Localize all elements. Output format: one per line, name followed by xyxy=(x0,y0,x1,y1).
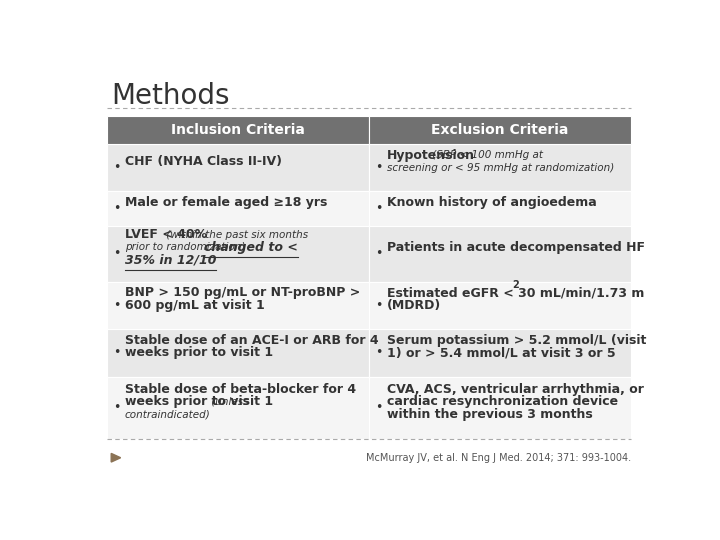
Text: weeks prior to visit 1: weeks prior to visit 1 xyxy=(125,346,273,359)
Text: •: • xyxy=(113,161,120,174)
Text: •: • xyxy=(375,299,383,312)
Text: CVA, ACS, ventricular arrhythmia, or: CVA, ACS, ventricular arrhythmia, or xyxy=(387,382,644,396)
Text: CHF (NYHA Class II-IV): CHF (NYHA Class II-IV) xyxy=(125,155,282,168)
Text: Methods: Methods xyxy=(111,82,230,110)
Text: screening or < 95 mmHg at randomization): screening or < 95 mmHg at randomization) xyxy=(387,163,614,172)
Text: •: • xyxy=(113,202,120,215)
Text: contraindicated): contraindicated) xyxy=(125,409,210,419)
Text: (within the past six months: (within the past six months xyxy=(163,230,307,240)
Bar xyxy=(369,116,631,144)
Text: BNP > 150 pg/mL or NT-proBNP >: BNP > 150 pg/mL or NT-proBNP > xyxy=(125,286,360,300)
Text: Stable dose of beta-blocker for 4: Stable dose of beta-blocker for 4 xyxy=(125,382,356,396)
Text: within the previous 3 months: within the previous 3 months xyxy=(387,408,593,421)
Bar xyxy=(107,191,369,226)
Text: •: • xyxy=(375,401,383,414)
Text: (SBP < 100 mmHg at: (SBP < 100 mmHg at xyxy=(428,150,543,160)
Text: •: • xyxy=(375,202,383,215)
Bar xyxy=(369,191,631,226)
Text: Serum potassium > 5.2 mmol/L (visit: Serum potassium > 5.2 mmol/L (visit xyxy=(387,334,647,347)
Text: (MDRD): (MDRD) xyxy=(387,299,441,312)
Text: Male or female aged ≥18 yrs: Male or female aged ≥18 yrs xyxy=(125,195,327,209)
Text: •: • xyxy=(113,247,120,260)
Text: cardiac resynchronization device: cardiac resynchronization device xyxy=(387,395,618,408)
Text: •: • xyxy=(375,346,383,359)
Text: •: • xyxy=(375,247,383,260)
Text: Hypotension: Hypotension xyxy=(387,148,475,161)
Text: changed to <: changed to < xyxy=(204,241,298,254)
Bar xyxy=(107,116,369,144)
Polygon shape xyxy=(111,454,121,462)
Text: Known history of angioedema: Known history of angioedema xyxy=(387,195,597,209)
Text: 1) or > 5.4 mmol/L at visit 3 or 5: 1) or > 5.4 mmol/L at visit 3 or 5 xyxy=(387,346,616,359)
Text: (unless: (unless xyxy=(208,396,248,407)
Text: 2: 2 xyxy=(512,280,519,291)
Text: 35% in 12/10: 35% in 12/10 xyxy=(125,253,216,266)
Text: weeks prior to visit 1: weeks prior to visit 1 xyxy=(125,395,273,408)
Text: Exclusion Criteria: Exclusion Criteria xyxy=(431,123,569,137)
Text: •: • xyxy=(113,299,120,312)
Text: Estimated eGFR < 30 mL/min/1.73 m: Estimated eGFR < 30 mL/min/1.73 m xyxy=(387,286,644,300)
Text: prior to randomization) –: prior to randomization) – xyxy=(125,242,257,253)
Text: •: • xyxy=(113,401,120,414)
Text: Inclusion Criteria: Inclusion Criteria xyxy=(171,123,305,137)
Text: LVEF < 40%: LVEF < 40% xyxy=(125,228,207,241)
Text: Patients in acute decompensated HF: Patients in acute decompensated HF xyxy=(387,241,645,254)
Text: Stable dose of an ACE-I or ARB for 4: Stable dose of an ACE-I or ARB for 4 xyxy=(125,334,378,347)
Text: McMurray JV, et al. N Eng J Med. 2014; 371: 993-1004.: McMurray JV, et al. N Eng J Med. 2014; 3… xyxy=(366,453,631,463)
Text: •: • xyxy=(375,161,383,174)
Text: 600 pg/mL at visit 1: 600 pg/mL at visit 1 xyxy=(125,299,264,312)
Text: •: • xyxy=(113,346,120,359)
